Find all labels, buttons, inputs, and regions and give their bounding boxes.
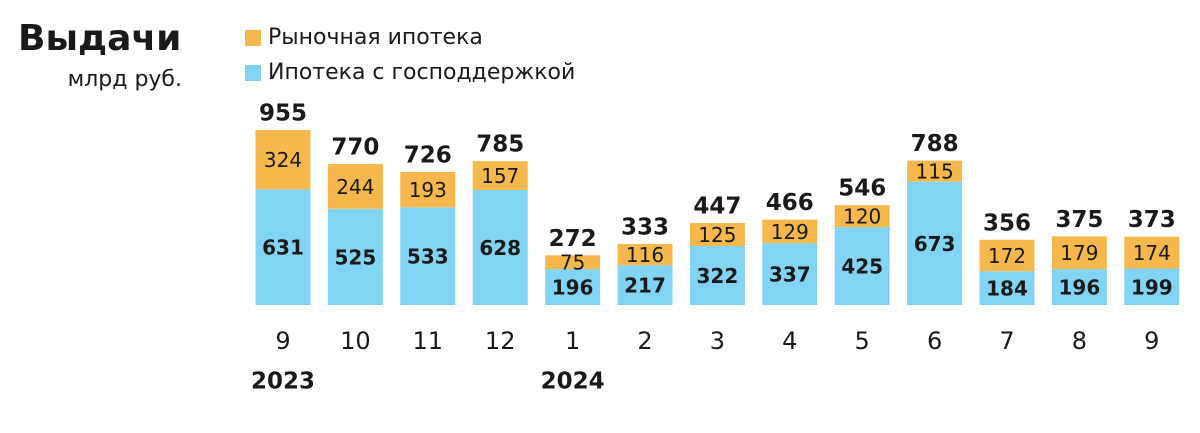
bar-segment <box>979 239 1035 272</box>
segment-label: 425 <box>841 255 883 279</box>
x-tick-label: 1 <box>565 327 580 355</box>
bar-segment <box>327 164 383 209</box>
segment-label: 631 <box>262 236 304 260</box>
bar-segment <box>255 189 311 305</box>
segment-label: 196 <box>1059 276 1101 300</box>
bar-segment <box>834 227 890 305</box>
bar-segment <box>545 269 601 305</box>
bar-segment <box>1124 236 1180 269</box>
segment-label: 324 <box>264 148 302 172</box>
total-label: 272 <box>549 226 597 252</box>
total-label: 770 <box>331 135 379 161</box>
segment-label: 628 <box>479 236 521 260</box>
x-tick-label: 6 <box>927 327 942 355</box>
chart-title: Выдачи <box>18 18 181 59</box>
bar-segment <box>689 245 745 305</box>
bar-segment <box>1124 268 1180 305</box>
total-label: 333 <box>621 214 669 240</box>
x-tick-label: 3 <box>710 327 725 355</box>
total-label: 788 <box>911 131 959 157</box>
bar-segment <box>617 243 673 266</box>
segment-label: 174 <box>1133 241 1171 265</box>
x-tick-label: 9 <box>1144 327 1159 355</box>
bar-segment <box>689 223 745 246</box>
segment-label: 172 <box>988 244 1026 268</box>
bar-segment <box>327 208 383 305</box>
total-label: 955 <box>259 101 307 127</box>
x-tick-label: 8 <box>1072 327 1087 355</box>
segment-label: 533 <box>407 245 449 269</box>
segment-label: 525 <box>335 245 377 269</box>
bar-segment <box>834 205 890 228</box>
total-label: 466 <box>766 190 814 216</box>
bar-segment <box>907 160 963 182</box>
segment-label: 75 <box>560 251 585 275</box>
segment-label: 116 <box>626 243 664 267</box>
x-tick-label: 2 <box>637 327 652 355</box>
x-tick-label: 4 <box>782 327 797 355</box>
chart-subtitle: млрд руб. <box>68 67 182 92</box>
segment-label: 184 <box>986 277 1028 301</box>
total-label: 373 <box>1128 207 1176 233</box>
x-tick-label: 10 <box>340 327 371 355</box>
segment-label: 244 <box>336 175 374 199</box>
segment-label: 179 <box>1060 241 1098 265</box>
total-label: 375 <box>1055 207 1103 233</box>
legend-label: Ипотека с господдержкой <box>268 60 575 85</box>
bar-segment <box>1051 269 1107 305</box>
total-label: 726 <box>404 142 452 168</box>
segment-label: 322 <box>697 264 739 288</box>
bar-segment <box>400 207 456 305</box>
total-label: 546 <box>838 176 886 202</box>
x-tick-label: 7 <box>999 327 1014 355</box>
total-label: 785 <box>476 132 524 158</box>
segment-label: 217 <box>624 274 666 298</box>
year-label: 2024 <box>541 369 605 395</box>
segment-label: 120 <box>843 205 881 229</box>
segment-label: 193 <box>409 178 447 202</box>
bar-segment <box>979 271 1035 305</box>
bar-segment <box>400 171 456 208</box>
x-tick-label: 11 <box>413 327 444 355</box>
year-label: 2023 <box>251 369 315 395</box>
segment-label: 115 <box>916 160 954 184</box>
total-label: 447 <box>693 194 741 220</box>
bar-segment <box>545 255 601 270</box>
segment-label: 196 <box>552 276 594 300</box>
bar-segment <box>762 243 818 305</box>
legend-label: Рыночная ипотека <box>268 25 483 50</box>
legend-swatch <box>245 65 261 81</box>
x-tick-label: 5 <box>855 327 870 355</box>
bar-segment <box>472 189 528 305</box>
x-tick-label: 9 <box>275 327 290 355</box>
total-label: 356 <box>983 210 1031 236</box>
segment-label: 157 <box>481 164 519 188</box>
bar-segment <box>617 265 673 305</box>
segment-label: 125 <box>698 223 736 247</box>
bar-segment <box>907 181 963 305</box>
segment-label: 129 <box>771 220 809 244</box>
bar-segment <box>762 219 818 244</box>
segment-label: 199 <box>1131 275 1173 299</box>
segment-label: 337 <box>769 263 811 287</box>
bar-segment <box>472 161 528 190</box>
segment-label: 673 <box>914 232 956 256</box>
legend-swatch <box>245 30 261 46</box>
bar-segment <box>1051 236 1107 270</box>
bar-segment <box>255 130 311 190</box>
x-tick-label: 12 <box>485 327 516 355</box>
